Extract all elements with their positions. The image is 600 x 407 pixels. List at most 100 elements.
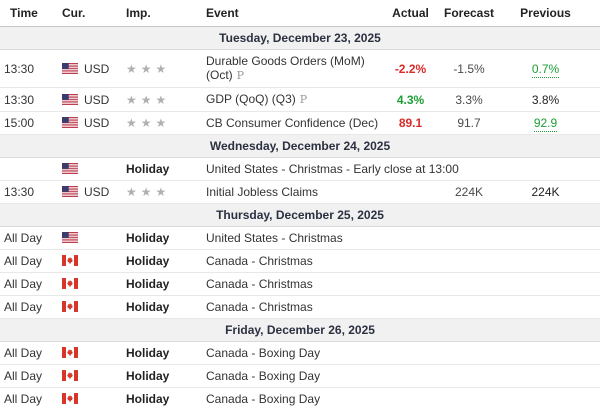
holiday-label: Holiday	[126, 300, 170, 314]
currency-cell: USD	[58, 111, 122, 135]
section-date: Tuesday, December 23, 2025	[0, 26, 600, 50]
event-link[interactable]: CB Consumer Confidence (Dec)	[206, 116, 379, 130]
holiday-label: Holiday	[126, 254, 170, 268]
holiday-row: All Day Holiday United States - Christma…	[0, 226, 600, 250]
holiday-event: Canada - Christmas	[202, 272, 600, 296]
column-header-forecast: Forecast	[434, 0, 504, 27]
currency-cell	[58, 387, 122, 407]
event-time: 15:00	[0, 111, 58, 135]
forecast-value: 224K	[434, 180, 504, 204]
event-link[interactable]: Durable Goods Orders (MoM) (Oct)	[206, 54, 365, 82]
currency-code: USD	[84, 185, 110, 199]
forecast-value: -1.5%	[434, 49, 504, 88]
previous-value: 3.8%	[504, 87, 587, 112]
currency-code: USD	[84, 116, 110, 130]
holiday-event: United States - Christmas - Early close …	[202, 157, 600, 181]
event-row: 13:30 USD ★★★ GDP (QoQ) (Q3) P 4.3% 3.3% …	[0, 87, 600, 112]
section-header-row: Wednesday, December 24, 2025	[0, 134, 600, 158]
calendar-header: Time Cur. Imp. Event Actual Forecast Pre…	[0, 0, 600, 27]
currency-cell	[58, 157, 122, 181]
event-time: 13:30	[0, 87, 58, 112]
event-link[interactable]: GDP (QoQ) (Q3)	[206, 92, 296, 106]
currency-cell	[58, 341, 122, 365]
forecast-value: 3.3%	[434, 87, 504, 112]
event-link[interactable]: Initial Jobless Claims	[206, 185, 319, 199]
currency-cell	[58, 226, 122, 250]
header-row: Time Cur. Imp. Event Actual Forecast Pre…	[0, 0, 600, 27]
importance-cell: ★★★	[122, 111, 202, 135]
holiday-row: All Day Holiday Canada - Boxing Day	[0, 341, 600, 365]
currency-cell	[58, 249, 122, 273]
previous-value: 92.9	[504, 111, 587, 135]
canada-flag-icon	[62, 278, 78, 289]
holiday-event: Canada - Boxing Day	[202, 341, 600, 365]
section-date: Thursday, December 25, 2025	[0, 203, 600, 227]
section-date: Wednesday, December 24, 2025	[0, 134, 600, 158]
holiday-event: United States - Christmas	[202, 226, 600, 250]
previous-value: 0.7%	[504, 49, 587, 88]
previous-value: 224K	[504, 180, 587, 204]
holiday-row: All Day Holiday Canada - Christmas	[0, 249, 600, 273]
column-header-actual: Actual	[387, 0, 434, 27]
holiday-row: All Day Holiday Canada - Boxing Day	[0, 364, 600, 388]
importance-cell: Holiday	[122, 272, 202, 296]
importance-stars-icon: ★★★	[126, 92, 171, 107]
importance-cell: Holiday	[122, 341, 202, 365]
section-header-row: Thursday, December 25, 2025	[0, 203, 600, 227]
canada-flag-icon	[62, 393, 78, 404]
holiday-label: Holiday	[126, 369, 170, 383]
column-header-time: Time	[0, 0, 58, 27]
event-time: All Day	[0, 272, 58, 296]
holiday-event: Canada - Boxing Day	[202, 364, 600, 388]
importance-cell: Holiday	[122, 157, 202, 181]
holiday-event: Canada - Christmas	[202, 249, 600, 273]
event-cell: Initial Jobless Claims	[202, 180, 387, 204]
canada-flag-icon	[62, 347, 78, 358]
importance-cell: ★★★	[122, 87, 202, 112]
importance-cell: Holiday	[122, 295, 202, 319]
importance-cell: Holiday	[122, 364, 202, 388]
importance-stars-icon: ★★★	[126, 116, 171, 130]
column-header-previous: Previous	[504, 0, 587, 27]
event-time	[0, 157, 58, 181]
section-header-row: Friday, December 26, 2025	[0, 318, 600, 342]
us-flag-icon	[62, 63, 78, 74]
currency-cell: USD	[58, 49, 122, 88]
preliminary-icon: P	[236, 69, 245, 82]
event-time: 13:30	[0, 180, 58, 204]
currency-code: USD	[84, 61, 110, 76]
forecast-value: 91.7	[434, 111, 504, 135]
column-header-importance: Imp.	[122, 0, 202, 27]
event-time: All Day	[0, 341, 58, 365]
importance-cell: ★★★	[122, 180, 202, 204]
holiday-event: Canada - Christmas	[202, 295, 600, 319]
currency-cell	[58, 364, 122, 388]
preliminary-icon: P	[299, 93, 308, 106]
currency-cell: USD	[58, 180, 122, 204]
actual-value: 4.3%	[387, 87, 434, 112]
us-flag-icon	[62, 232, 78, 243]
importance-cell: ★★★	[122, 49, 202, 88]
importance-stars-icon: ★★★	[126, 185, 171, 199]
holiday-event: Canada - Boxing Day	[202, 387, 600, 407]
event-cell: CB Consumer Confidence (Dec)	[202, 111, 387, 135]
actual-value	[387, 180, 434, 204]
event-time: All Day	[0, 295, 58, 319]
column-header-event: Event	[202, 0, 387, 27]
holiday-label: Holiday	[126, 277, 170, 291]
event-time: All Day	[0, 249, 58, 273]
canada-flag-icon	[62, 255, 78, 266]
event-row: 15:00 USD ★★★ CB Consumer Confidence (De…	[0, 111, 600, 135]
column-header-spacer	[587, 0, 600, 27]
event-cell: Durable Goods Orders (MoM) (Oct) P	[202, 49, 387, 88]
holiday-label: Holiday	[126, 392, 170, 406]
event-row: 13:30 USD ★★★ Initial Jobless Claims 224…	[0, 180, 600, 204]
column-header-currency: Cur.	[58, 0, 122, 27]
importance-cell: Holiday	[122, 226, 202, 250]
us-flag-icon	[62, 186, 78, 197]
actual-value: -2.2%	[387, 49, 434, 88]
event-time: All Day	[0, 364, 58, 388]
holiday-label: Holiday	[126, 231, 170, 245]
us-flag-icon	[62, 163, 78, 174]
